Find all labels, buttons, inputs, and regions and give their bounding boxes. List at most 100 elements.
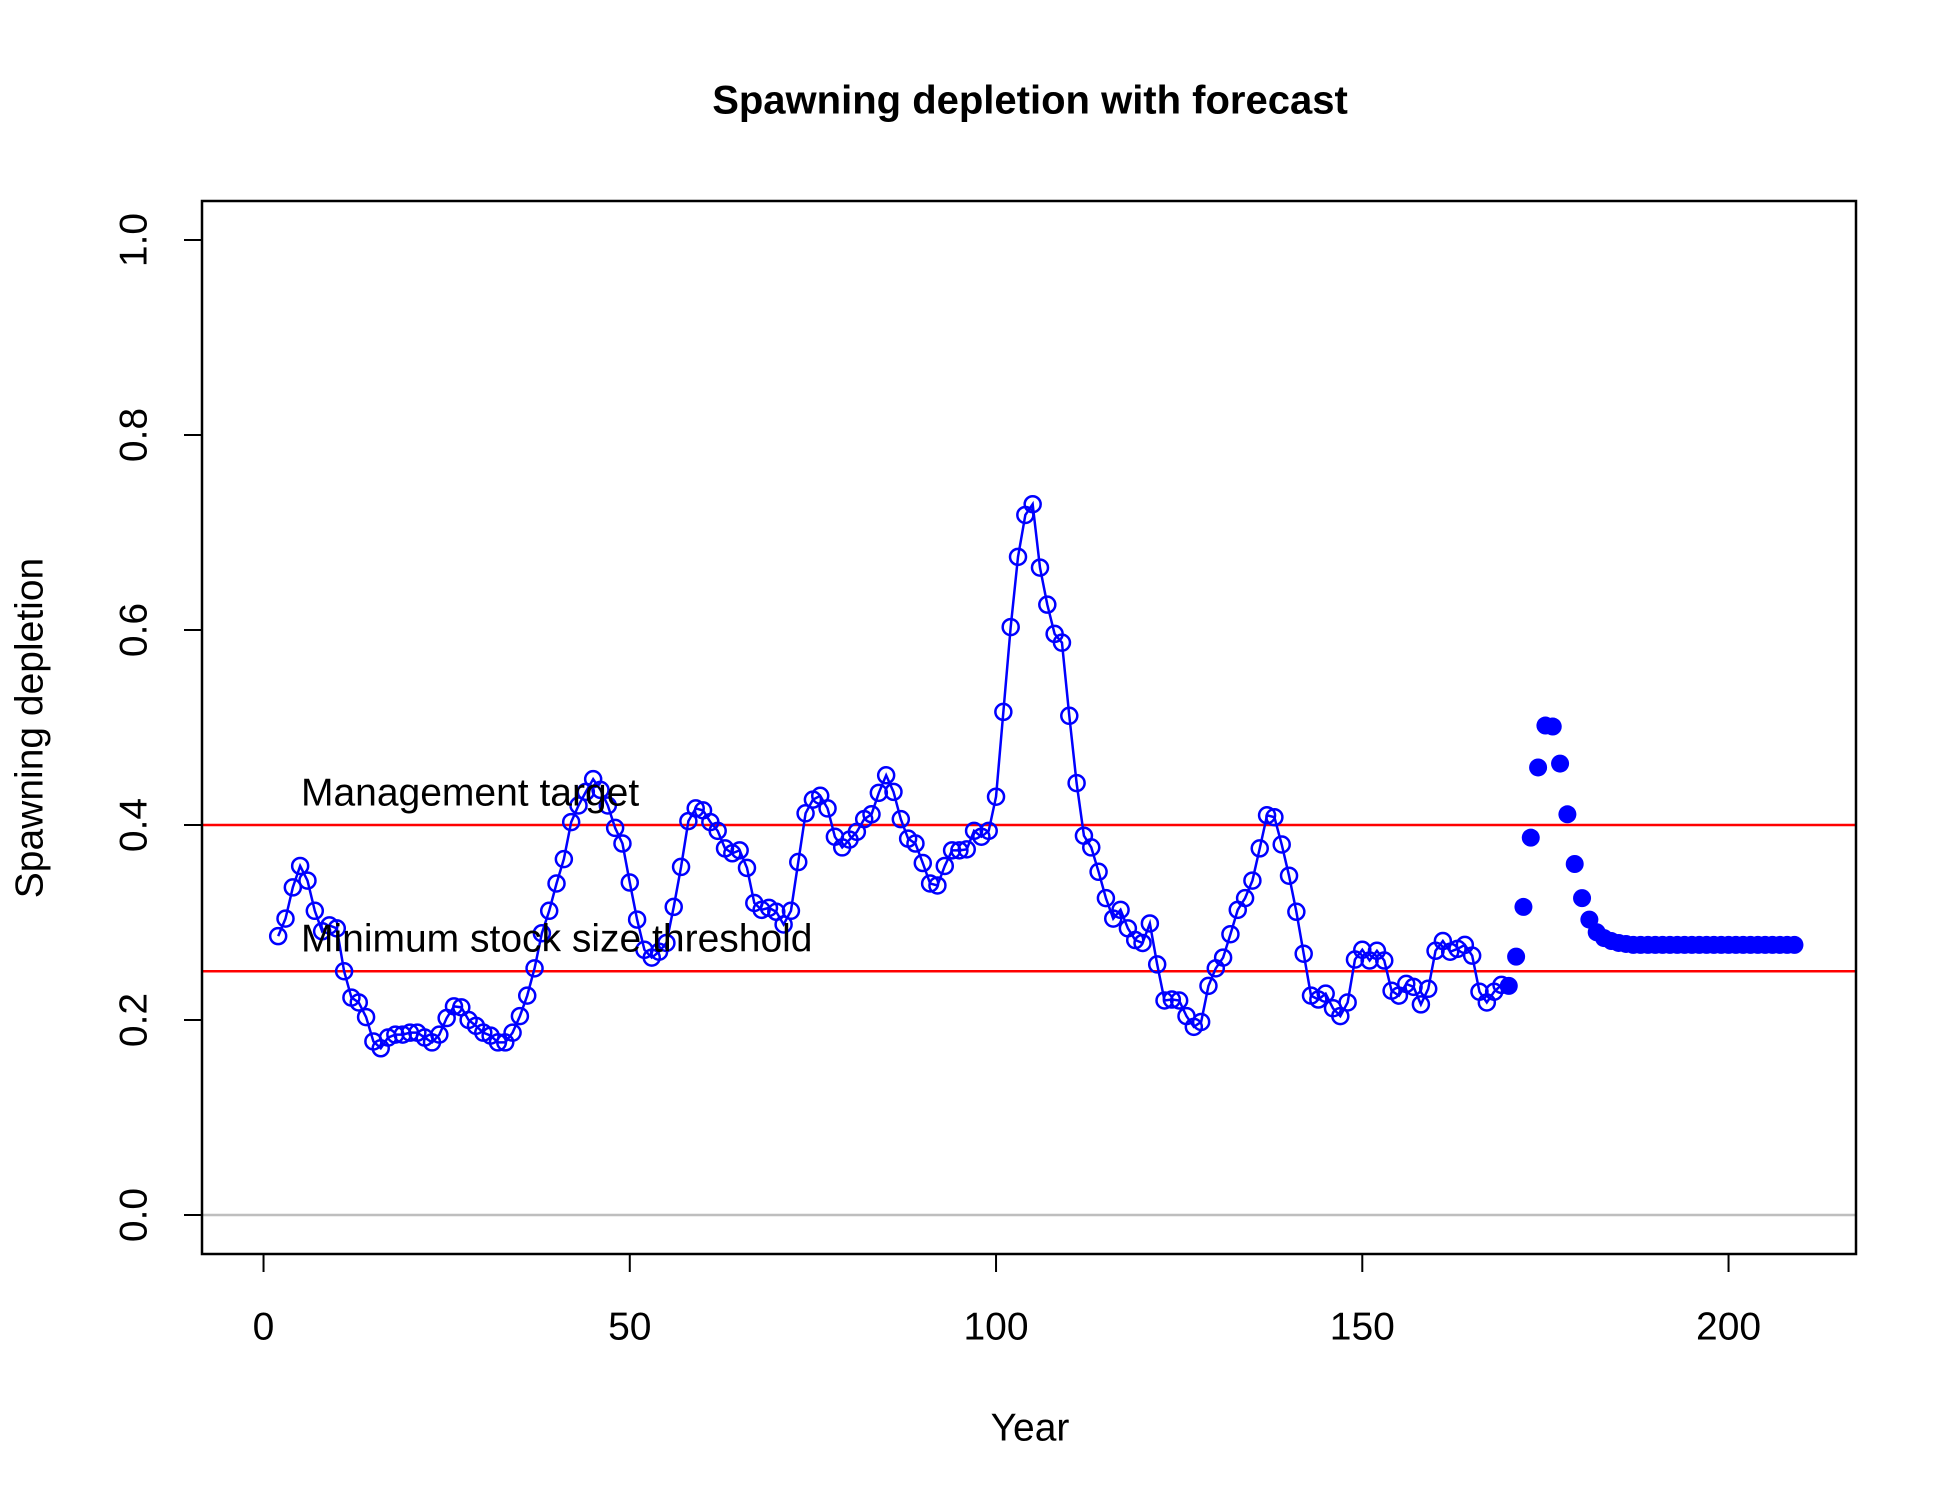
data-point	[1169, 991, 1189, 1010]
data-point	[781, 901, 801, 921]
data-point	[730, 841, 749, 860]
data-point	[884, 782, 903, 802]
data-point	[1133, 933, 1152, 953]
chart-title: Spawning depletion with forecast	[712, 79, 1348, 123]
data-point	[1052, 633, 1072, 652]
data-point	[532, 923, 552, 943]
data-point	[1529, 758, 1548, 777]
data-point	[994, 702, 1013, 722]
data-point	[1565, 855, 1584, 873]
data-point	[1038, 595, 1057, 614]
data-point	[327, 919, 347, 938]
data-point	[957, 840, 976, 859]
data-point	[1265, 807, 1284, 827]
data-point	[1082, 838, 1101, 857]
y-tick-label: 0.8	[112, 408, 155, 462]
data-point	[305, 901, 325, 921]
data-point	[891, 809, 911, 829]
data-point	[620, 873, 640, 892]
data-point	[276, 909, 295, 928]
y-tick-label: 0.4	[112, 798, 155, 852]
data-point	[283, 878, 303, 897]
data-point	[928, 876, 947, 895]
data-point	[1243, 871, 1262, 890]
data-point	[1462, 946, 1482, 965]
data-point	[356, 1007, 376, 1027]
x-tick-label: 100	[963, 1305, 1028, 1348]
data-point	[503, 1023, 522, 1042]
y-tick-label: 0.6	[112, 603, 155, 657]
data-point	[268, 926, 288, 946]
x-tick-label: 0	[253, 1305, 275, 1348]
data-point	[290, 856, 310, 876]
data-point	[818, 799, 837, 818]
data-point	[1155, 991, 1174, 1010]
data-point	[1191, 1012, 1211, 1032]
data-point	[950, 841, 969, 860]
data-point	[862, 805, 881, 824]
data-point	[298, 871, 317, 890]
data-point	[1001, 617, 1020, 637]
data-point	[1067, 773, 1086, 793]
data-point	[1338, 993, 1357, 1012]
data-point	[561, 812, 581, 832]
data-point	[1785, 935, 1804, 954]
x-tick-label: 150	[1330, 1305, 1395, 1348]
data-point	[1411, 995, 1431, 1014]
data-point	[613, 834, 632, 853]
data-point	[1162, 990, 1182, 1009]
data-point	[1147, 955, 1167, 974]
data-point	[1507, 947, 1526, 966]
data-point	[525, 959, 544, 978]
data-point	[869, 783, 889, 803]
data-point	[444, 997, 464, 1016]
data-point	[1294, 944, 1313, 963]
data-point	[1060, 706, 1079, 726]
data-point	[906, 834, 925, 853]
data-point	[430, 1025, 449, 1044]
data-point	[671, 857, 691, 877]
data-point	[708, 821, 727, 841]
data-point	[1272, 835, 1291, 854]
data-point	[591, 780, 610, 800]
data-point	[686, 799, 705, 818]
data-point	[1279, 866, 1299, 885]
data-point	[1008, 547, 1028, 567]
y-axis-label: Spawning depletion	[8, 558, 51, 898]
data-point	[913, 853, 933, 873]
data-point	[737, 858, 757, 878]
data-point	[510, 1006, 530, 1026]
data-point	[1213, 948, 1233, 967]
data-point	[1250, 839, 1269, 858]
data-point	[1418, 979, 1438, 999]
data-point	[488, 1033, 508, 1052]
data-point	[1375, 951, 1394, 970]
data-point	[1573, 889, 1592, 908]
data-point	[539, 901, 559, 921]
plot-frame	[200, 199, 1858, 1256]
data-point	[569, 796, 588, 815]
data-point	[1030, 558, 1050, 577]
data-point	[1514, 897, 1533, 916]
data-point	[554, 849, 574, 869]
y-tick-label: 0.2	[112, 993, 155, 1047]
data-point	[789, 852, 808, 872]
data-point	[1235, 888, 1255, 908]
x-tick-label: 200	[1696, 1305, 1761, 1348]
data-point	[627, 910, 647, 929]
data-point	[942, 841, 962, 860]
data-point	[657, 933, 676, 953]
data-point	[349, 993, 369, 1012]
data-point	[1023, 494, 1042, 514]
data-point	[1551, 754, 1570, 773]
data-point	[547, 874, 566, 893]
data-point	[334, 962, 354, 981]
data-point	[517, 986, 537, 1005]
data-point	[1287, 902, 1306, 922]
data-point	[876, 766, 896, 785]
data-point	[1558, 805, 1577, 824]
data-point	[935, 856, 955, 876]
data-point	[1257, 806, 1277, 825]
